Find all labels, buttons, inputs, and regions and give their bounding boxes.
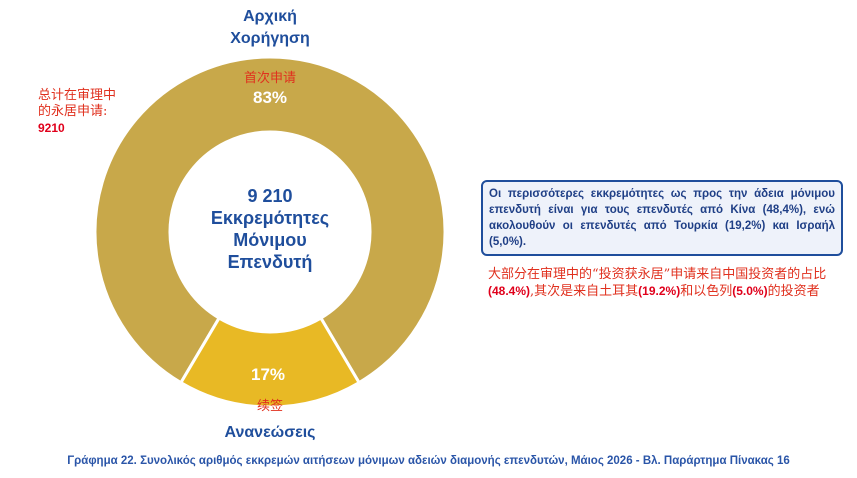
slice-initial [93, 55, 447, 385]
slice-label-renewals: Ανανεώσεις [224, 424, 316, 441]
slice-label-initial: Αρχική Χορήγηση [230, 8, 310, 47]
center-total: 9 210 [247, 186, 293, 206]
info-box: Οι περισσότερες εκκρεμότητες ως προς την… [481, 180, 843, 256]
slice-renewals [178, 316, 362, 409]
slice-zh-label-initial: 首次申请 [243, 71, 296, 86]
slice-zh-label-renewals: 续签 [256, 399, 283, 414]
left-annotation-total: 9210 [38, 121, 65, 135]
right-annotation: 大部分在审理中的“投资获永居”申请来自中国投资者的占比(48.4%),其次是来自… [488, 267, 827, 299]
donut-center-text: 9 210 Εκκρεμότητες Μόνιμου Επενδυτή [180, 185, 360, 273]
data-label-renewals: 17% [250, 365, 286, 384]
figure-caption: Γράφημα 22. Συνολικός αριθμός εκκρεμών α… [67, 455, 790, 467]
data-label-initial: 83% [252, 88, 288, 107]
left-annotation: 总计在审理中 的永居申请: 9210 [38, 88, 117, 135]
